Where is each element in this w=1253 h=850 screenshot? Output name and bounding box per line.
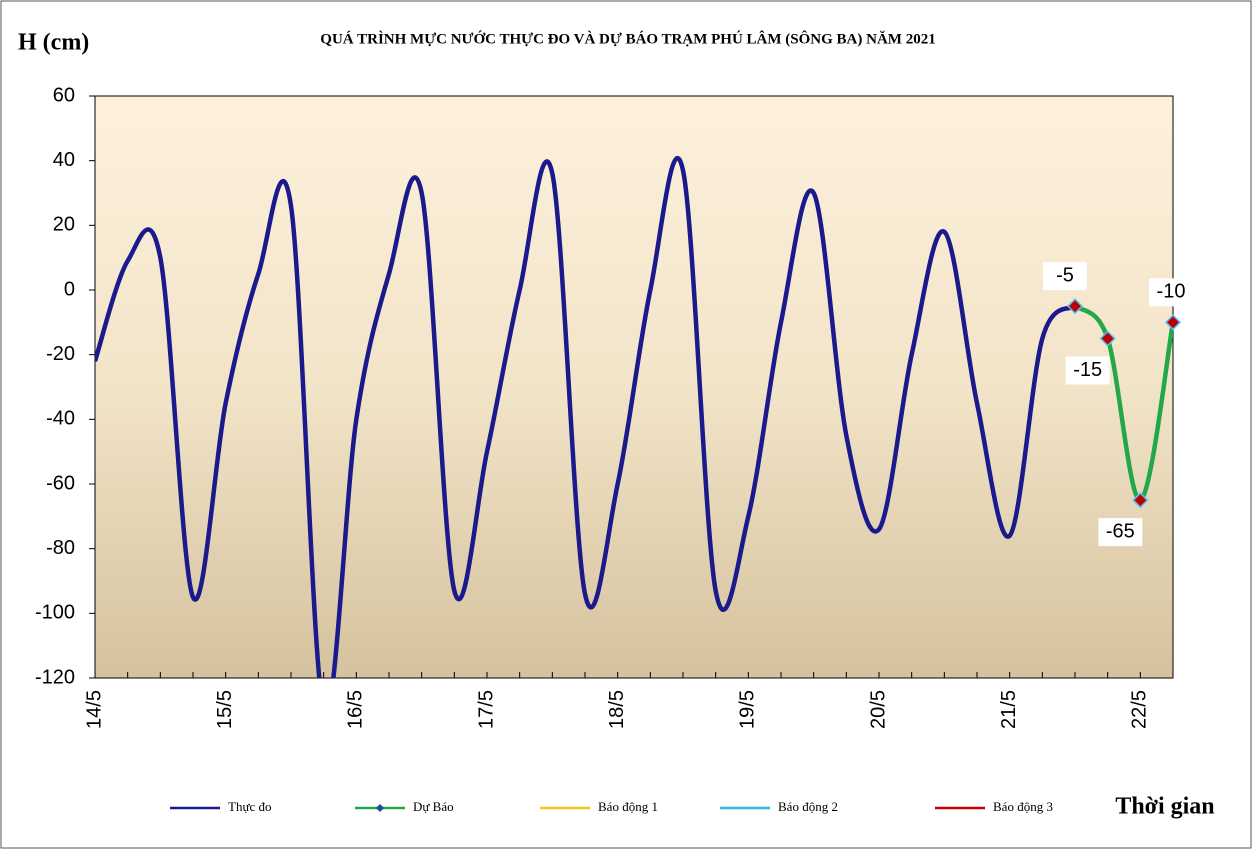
x-axis-title: Thời gian bbox=[1115, 794, 1214, 820]
y-tick-label: 0 bbox=[64, 278, 75, 300]
y-tick-label: -60 bbox=[46, 472, 75, 494]
plot bbox=[95, 156, 1173, 678]
legend-marker bbox=[376, 804, 384, 812]
data-label: -10 bbox=[1157, 281, 1186, 303]
data-label-box bbox=[1098, 518, 1143, 547]
data-label: -65 bbox=[1106, 520, 1135, 542]
forecast-marker bbox=[1099, 330, 1116, 347]
x-tick-label: 19/5 bbox=[737, 690, 759, 729]
y-tick-label: -120 bbox=[35, 666, 75, 688]
y-tick-label: -80 bbox=[46, 537, 75, 559]
x-tick-label: 22/5 bbox=[1129, 690, 1151, 729]
y-tick-label: -40 bbox=[46, 408, 75, 430]
x-tick-label: 18/5 bbox=[606, 690, 628, 729]
legend-label: Báo động 1 bbox=[598, 799, 658, 814]
forecast-marker bbox=[1132, 492, 1149, 509]
legend-label: Dự Báo bbox=[413, 799, 454, 814]
y-tick-label: 20 bbox=[53, 214, 75, 236]
forecast-marker bbox=[1164, 314, 1182, 331]
x-tick-label: 14/5 bbox=[83, 690, 105, 729]
y-tick-label: -100 bbox=[35, 602, 75, 624]
data-label-box bbox=[1043, 262, 1087, 291]
x-tick-label: 20/5 bbox=[867, 690, 889, 729]
legend-label: Thực đo bbox=[228, 799, 272, 814]
x-tick-label: 21/5 bbox=[998, 690, 1020, 729]
data-label-box bbox=[1065, 356, 1110, 385]
legend-label: Báo động 3 bbox=[993, 799, 1053, 814]
y-tick-label: 60 bbox=[53, 84, 75, 106]
data-label: -5 bbox=[1056, 264, 1074, 286]
x-tick-label: 16/5 bbox=[345, 690, 367, 729]
chart-title: QUÁ TRÌNH MỰC NƯỚC THỰC ĐO VÀ DỰ BÁO TRẠ… bbox=[320, 30, 935, 47]
series-line bbox=[95, 156, 1077, 678]
forecast-marker bbox=[1066, 298, 1084, 315]
y-tick-label: 40 bbox=[53, 149, 75, 171]
legend-label: Báo động 2 bbox=[778, 799, 838, 814]
x-tick-label: 15/5 bbox=[214, 690, 236, 729]
y-tick-label: -20 bbox=[46, 343, 75, 365]
y-axis-title: H (cm) bbox=[18, 30, 89, 56]
data-label: -15 bbox=[1073, 359, 1102, 381]
data-label-box bbox=[1149, 278, 1193, 307]
x-tick-label: 17/5 bbox=[475, 690, 497, 729]
series-line bbox=[1073, 304, 1173, 503]
